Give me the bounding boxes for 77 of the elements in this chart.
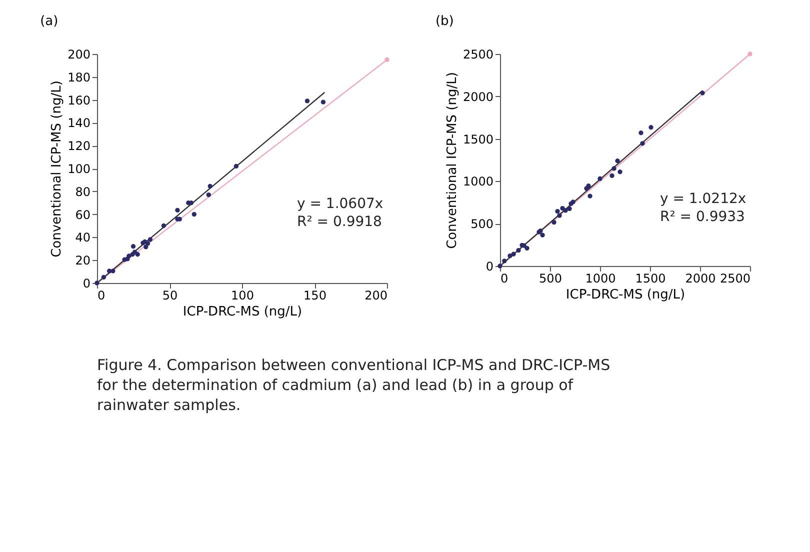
point <box>618 170 622 174</box>
x-axis-title: ICP-DRC-MS (ng/L) <box>182 304 302 320</box>
x-tick-label: 0 <box>500 272 508 286</box>
point <box>135 252 140 257</box>
point <box>234 164 239 169</box>
y-tick-label: 140 <box>68 116 90 130</box>
point <box>598 176 602 181</box>
point <box>748 52 752 56</box>
y-tick-label: 2500 <box>462 48 494 62</box>
point <box>588 194 592 198</box>
annotation: y = 1.0607x <box>297 196 384 212</box>
y-tick-label: 1500 <box>462 132 494 146</box>
y-tick-label: 60 <box>75 208 90 222</box>
y-tick-label: 160 <box>68 93 90 108</box>
point <box>175 208 180 213</box>
point <box>563 208 568 213</box>
y-tick-label: 100 <box>68 162 90 176</box>
point <box>516 248 521 253</box>
point <box>148 237 153 242</box>
x-tick-label: 0 <box>98 288 106 302</box>
y-axis-title: Conventional ICP-MS (ng/L) <box>50 80 65 258</box>
point <box>384 57 390 62</box>
x-tick-label: 150 <box>304 288 326 302</box>
point <box>161 223 166 228</box>
point <box>101 274 106 280</box>
point <box>648 125 654 130</box>
y-tick-label: 40 <box>75 230 90 245</box>
y-tick-label: 500 <box>470 217 494 232</box>
point <box>144 244 148 250</box>
point <box>638 130 644 136</box>
point <box>586 184 591 188</box>
point <box>320 100 326 104</box>
y-tick-label: 20 <box>75 254 90 268</box>
x-axis-title: ICP-DRC-MS (ng/L) <box>566 288 686 302</box>
point <box>145 241 150 246</box>
point <box>557 213 562 218</box>
point <box>610 173 614 178</box>
chart-title: (b) <box>435 14 454 29</box>
y-axis-title: Conventional ICP-MS (ng/L) <box>444 72 460 249</box>
annotation: R² = 0.9918 <box>297 214 382 230</box>
x-tick-label: 50 <box>162 288 178 302</box>
point <box>208 184 212 189</box>
x-tick-label: 200 <box>364 288 388 302</box>
point <box>130 244 136 249</box>
point <box>540 232 545 238</box>
chart-title: (a) <box>40 14 58 29</box>
point <box>612 166 616 171</box>
point <box>640 141 645 146</box>
y-tick-label: 120 <box>68 139 90 154</box>
y-tick-label: 200 <box>68 48 90 62</box>
x-tick-label: 1000 <box>585 272 616 286</box>
y-tick-label: 2000 <box>462 90 494 104</box>
y-tick-label: 0 <box>486 260 494 274</box>
point <box>511 252 516 256</box>
annotation: y = 1.0212x <box>660 191 746 207</box>
point <box>502 258 507 264</box>
x-tick-label: 2500 <box>720 272 750 286</box>
caption: Figure 4. Comparison between conventional ICP-MS and DRC-ICP-MS for the determination of cadmium (a) and lead (b) in a group of rainwater samples. <box>97 356 610 414</box>
point <box>110 268 116 274</box>
point <box>192 212 196 217</box>
x-tick-label: 100 <box>231 288 254 302</box>
y-tick-label: 180 <box>68 70 90 84</box>
point <box>555 208 560 214</box>
point <box>567 206 572 212</box>
point <box>524 246 530 251</box>
point <box>552 220 556 225</box>
annotation: R² = 0.9933 <box>660 209 745 225</box>
point <box>615 158 620 164</box>
point <box>508 253 512 258</box>
y-tick-label: 80 <box>75 184 90 199</box>
y-tick-label: 1000 <box>462 174 494 189</box>
x-tick-label: 2000 <box>685 272 716 286</box>
x-tick-label: 1500 <box>635 272 666 286</box>
point <box>304 98 310 104</box>
point <box>700 90 705 96</box>
x-tick-label: 500 <box>539 272 562 286</box>
point <box>206 192 211 198</box>
